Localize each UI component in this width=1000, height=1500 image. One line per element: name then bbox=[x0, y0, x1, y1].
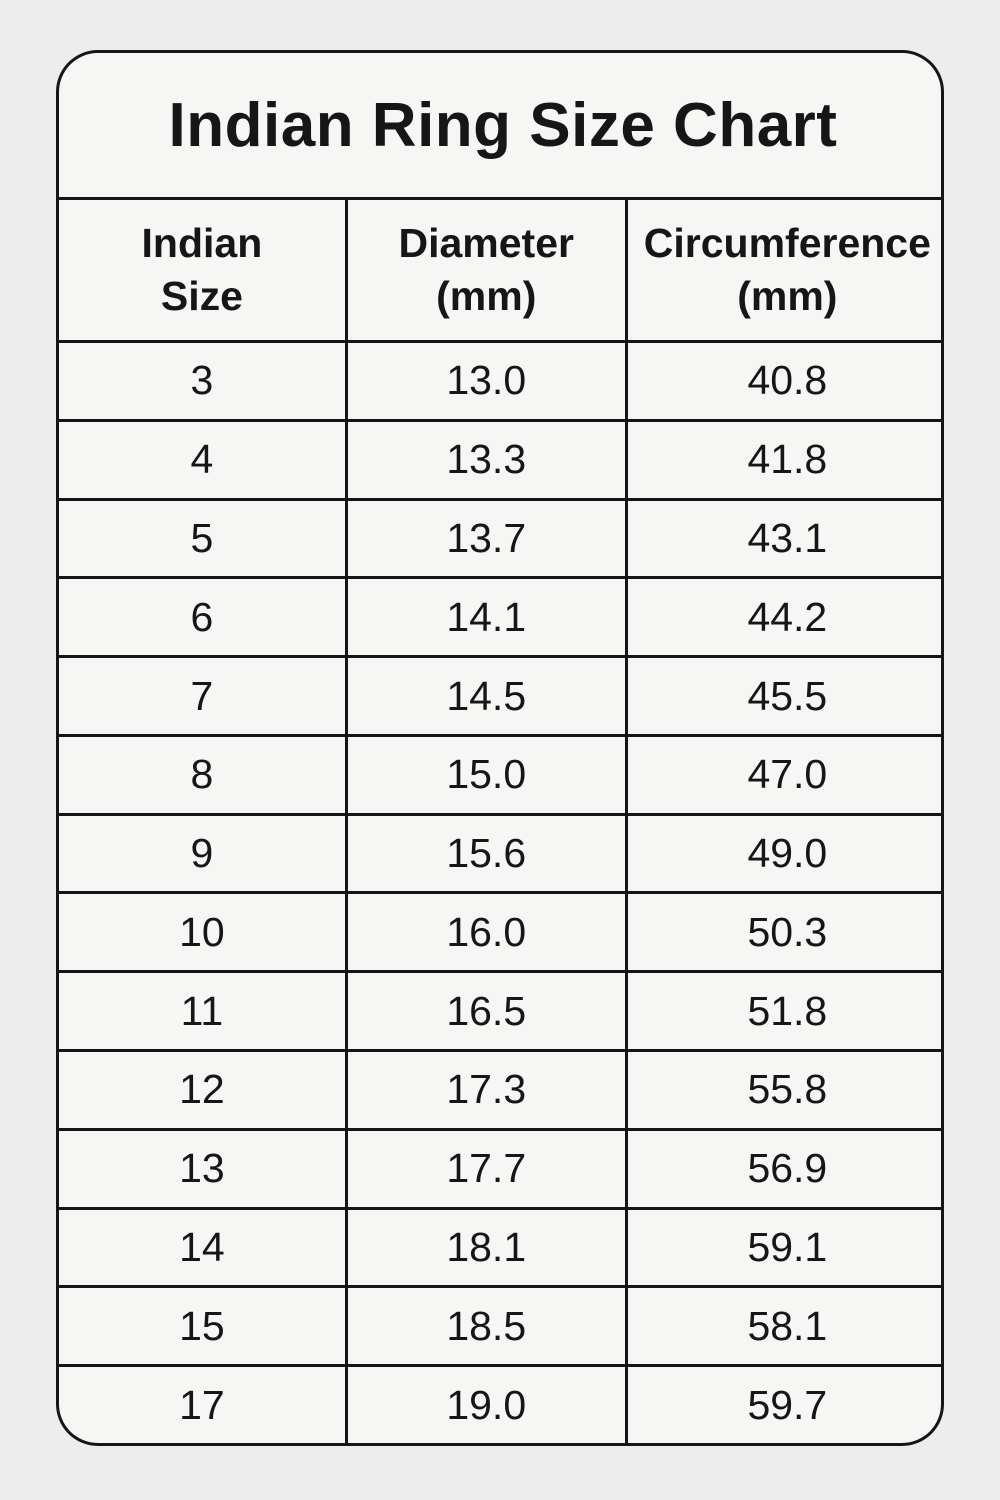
table-cell-diameter: 15.0 bbox=[347, 736, 625, 813]
table-cell-diameter: 17.7 bbox=[347, 1130, 625, 1207]
table-cell-circumference: 56.9 bbox=[627, 1130, 941, 1207]
column-header-indian-size: Indian Size bbox=[59, 200, 345, 340]
table-cell-size: 10 bbox=[59, 894, 345, 971]
column-header-diameter: Diameter (mm) bbox=[347, 200, 625, 340]
column-header-line: Circumference bbox=[643, 219, 931, 266]
table-cell-diameter: 18.1 bbox=[347, 1209, 625, 1286]
table-cell-size: 17 bbox=[59, 1367, 345, 1443]
table-cell-size: 7 bbox=[59, 658, 345, 734]
table-cell-diameter: 13.0 bbox=[347, 343, 625, 419]
ring-size-chart-card: Indian Ring Size Chart Indian Size Diame… bbox=[56, 50, 944, 1446]
column-header-circumference: Circumference (mm) bbox=[627, 200, 941, 340]
table-cell-circumference: 47.0 bbox=[627, 736, 941, 813]
table-cell-diameter: 18.5 bbox=[347, 1288, 625, 1365]
table-cell-circumference: 41.8 bbox=[627, 421, 941, 498]
table-cell-diameter: 17.3 bbox=[347, 1052, 625, 1128]
table-cell-diameter: 14.5 bbox=[347, 658, 625, 734]
table-cell-diameter: 14.1 bbox=[347, 579, 625, 656]
table-cell-size: 11 bbox=[59, 973, 345, 1050]
table-cell-circumference: 50.3 bbox=[627, 894, 941, 971]
table-cell-size: 9 bbox=[59, 815, 345, 892]
table-cell-circumference: 49.0 bbox=[627, 815, 941, 892]
table-cell-diameter: 13.7 bbox=[347, 500, 625, 577]
table-cell-size: 14 bbox=[59, 1209, 345, 1286]
table-cell-size: 13 bbox=[59, 1130, 345, 1207]
table-cell-size: 3 bbox=[59, 343, 345, 419]
table-cell-size: 4 bbox=[59, 421, 345, 498]
table-cell-size: 6 bbox=[59, 579, 345, 656]
column-header-line: (mm) bbox=[737, 273, 838, 319]
table-cell-circumference: 59.1 bbox=[627, 1209, 941, 1286]
column-header-line: Size bbox=[160, 273, 243, 319]
table-cell-circumference: 43.1 bbox=[627, 500, 941, 577]
table-cell-circumference: 44.2 bbox=[627, 579, 941, 656]
table-cell-size: 12 bbox=[59, 1052, 345, 1128]
table-cell-diameter: 16.0 bbox=[347, 894, 625, 971]
page-title: Indian Ring Size Chart bbox=[59, 53, 941, 197]
column-header-line: Diameter bbox=[398, 219, 574, 266]
column-header-line: (mm) bbox=[436, 273, 537, 319]
table-cell-size: 5 bbox=[59, 500, 345, 577]
table-cell-diameter: 15.6 bbox=[347, 815, 625, 892]
table-cell-circumference: 58.1 bbox=[627, 1288, 941, 1365]
table-cell-size: 15 bbox=[59, 1288, 345, 1365]
table-cell-diameter: 16.5 bbox=[347, 973, 625, 1050]
table-cell-circumference: 59.7 bbox=[627, 1367, 941, 1443]
table-cell-circumference: 51.8 bbox=[627, 973, 941, 1050]
table-cell-circumference: 55.8 bbox=[627, 1052, 941, 1128]
table-cell-size: 8 bbox=[59, 736, 345, 813]
table-cell-diameter: 13.3 bbox=[347, 421, 625, 498]
table-cell-circumference: 45.5 bbox=[627, 658, 941, 734]
table-cell-circumference: 40.8 bbox=[627, 343, 941, 419]
table-cell-diameter: 19.0 bbox=[347, 1367, 625, 1443]
column-header-line: Indian bbox=[141, 219, 263, 266]
